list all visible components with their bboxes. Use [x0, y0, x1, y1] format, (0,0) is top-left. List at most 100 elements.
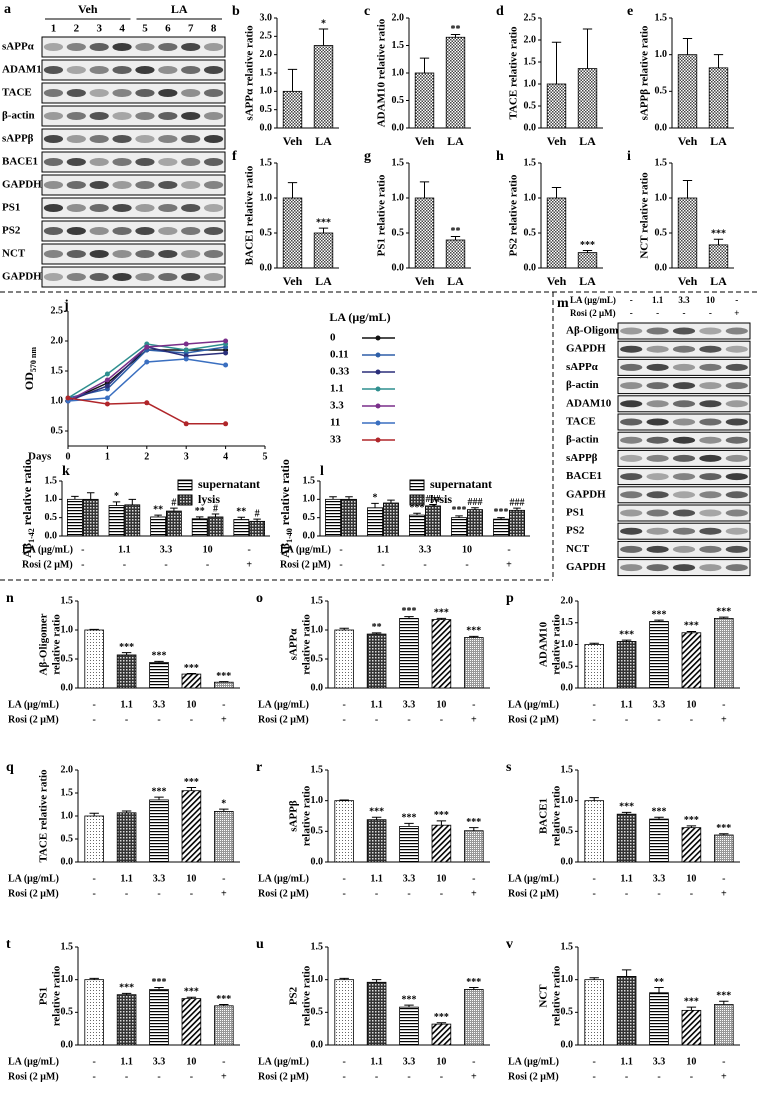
significance: *** — [652, 807, 667, 818]
treatment-label: Rosi (2 μM) — [258, 888, 309, 899]
error-bar — [719, 616, 729, 619]
panel-letter: p — [506, 591, 514, 606]
y-axis-label-part: 1-40 — [285, 528, 294, 543]
blot-band — [66, 158, 86, 166]
error-bar — [121, 652, 132, 655]
treatment-value: - — [222, 873, 225, 884]
significance: *** — [402, 813, 417, 824]
blot-band — [646, 454, 669, 462]
blot-band — [89, 112, 109, 120]
treatment-value: - — [339, 544, 342, 555]
blot-strip — [617, 540, 751, 558]
treatment-value: + — [471, 714, 477, 725]
blot-band — [672, 382, 696, 390]
treatment-value: 3.3 — [160, 544, 173, 555]
legend-label: 3.3 — [330, 400, 344, 412]
y-axis-label: relative ratio — [551, 614, 563, 675]
blot-band — [43, 250, 64, 258]
treatment-label: LA (μg/mL) — [508, 1056, 559, 1067]
series-point — [65, 395, 71, 401]
blot-band — [203, 43, 224, 51]
treatment-value: - — [657, 888, 660, 899]
treatment-value: - — [343, 1071, 346, 1082]
treatment-value: - — [735, 295, 738, 305]
bar — [367, 507, 383, 537]
series-point — [223, 362, 229, 368]
treatment-value: - — [81, 559, 84, 570]
error-bar — [387, 499, 395, 503]
blot-band — [66, 135, 86, 143]
bar — [493, 518, 509, 537]
treatment-label: LA (μg/mL) — [258, 873, 309, 884]
lane-number: 4 — [119, 23, 125, 35]
y-tick-label: 2.0 — [561, 595, 574, 606]
y-tick-label: 1.0 — [260, 192, 273, 203]
treatment-value: 3.3 — [153, 1056, 166, 1067]
y-tick-label: 0.0 — [392, 262, 405, 273]
treatment-value: - — [93, 1071, 96, 1082]
legend-label: supernatant — [430, 477, 492, 491]
y-axis-label-part: Aβ — [278, 543, 292, 558]
x-tick-label: Veh — [678, 134, 698, 148]
legend-marker — [375, 403, 381, 409]
y-tick-label: 1.5 — [260, 67, 273, 78]
blot-band — [725, 418, 748, 426]
blot-band — [89, 89, 109, 97]
blot-strip — [41, 197, 226, 219]
error-bar — [471, 507, 479, 510]
blot-band — [699, 491, 722, 499]
significance: *** — [434, 608, 449, 619]
blot-band — [181, 158, 201, 166]
treatment-value: - — [157, 714, 160, 725]
significance: *** — [152, 651, 167, 662]
error-bar — [329, 496, 337, 500]
treatment-value: 10 — [686, 873, 696, 884]
treatment-value: - — [440, 1071, 443, 1082]
bar — [325, 498, 341, 537]
y-axis-label: PS1 — [38, 987, 50, 1005]
y-tick-label: 1.5 — [61, 787, 74, 798]
blot-band — [181, 43, 201, 51]
lane-number: 6 — [165, 23, 171, 35]
treatment-value: 3.3 — [419, 544, 432, 555]
treatment-value: - — [343, 888, 346, 899]
blot-band — [725, 527, 748, 535]
y-axis-label: relative ratio — [51, 614, 63, 675]
blot-strip — [41, 174, 226, 196]
blot-band — [672, 509, 696, 517]
panel-letter: l — [320, 464, 324, 479]
significance: *** — [152, 786, 167, 797]
treatment-value: - — [657, 714, 660, 725]
significance: *** — [402, 994, 417, 1005]
blot-band — [203, 158, 224, 166]
blot-band — [112, 181, 132, 189]
blot-band — [672, 564, 696, 572]
blot-band — [646, 345, 669, 353]
blot-band — [66, 181, 86, 189]
treatment-value: 3.3 — [678, 295, 690, 305]
bar — [708, 244, 729, 269]
treatment-label: LA (μg/mL) — [8, 1056, 59, 1067]
bar — [282, 90, 303, 129]
x-tick-label: LA — [710, 274, 727, 288]
bar — [108, 505, 125, 537]
treatment-value: - — [507, 544, 510, 555]
blot-row-label: BACE1 — [566, 470, 602, 482]
treatment-value: + — [721, 714, 727, 725]
series-point — [144, 344, 150, 350]
y-tick-label: 2.5 — [524, 12, 537, 23]
blot-band — [620, 545, 643, 553]
treatment-value: 10 — [436, 873, 446, 884]
blot-band — [112, 89, 132, 97]
error-bar — [682, 180, 693, 198]
panel-letter: h — [496, 149, 504, 164]
bar — [124, 504, 141, 537]
x-tick-label: Veh — [678, 274, 698, 288]
y-axis-label: NCT relative ratio — [639, 172, 651, 259]
significance: *** — [716, 606, 731, 617]
significance: *** — [466, 626, 481, 637]
blot-band — [620, 454, 643, 462]
y-axis-label: sAPPα relative ratio — [244, 25, 256, 121]
blot-band — [203, 181, 224, 189]
bar — [431, 1023, 452, 1046]
